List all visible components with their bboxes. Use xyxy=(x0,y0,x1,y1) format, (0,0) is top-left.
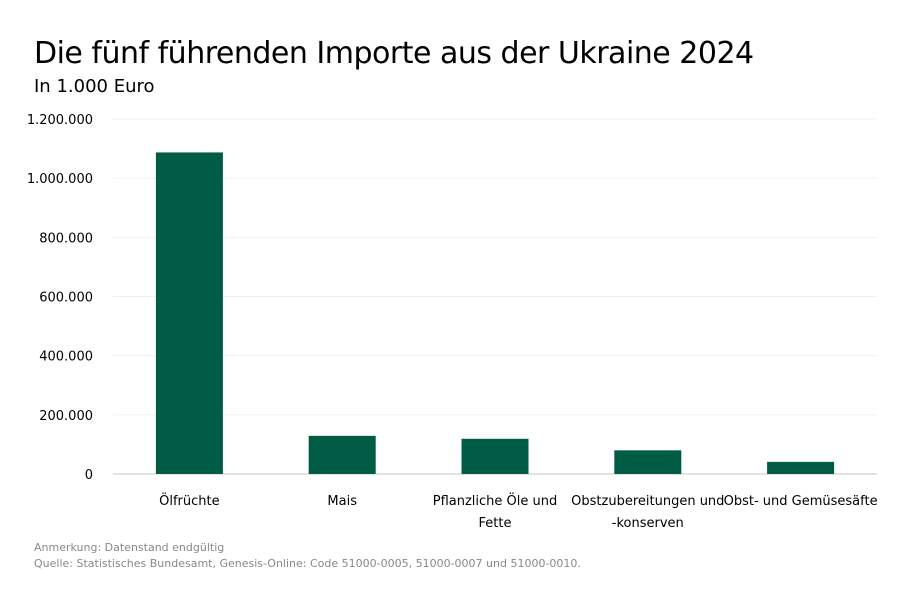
y-tick-label: 600.000 xyxy=(39,291,93,306)
y-tick-label: 200.000 xyxy=(39,409,93,424)
x-tick-label: Pflanzliche Öle und xyxy=(433,492,558,509)
bar xyxy=(155,152,223,474)
x-tick-label: Obstzubereitungen und xyxy=(571,494,724,509)
y-tick-label: 1.000.000 xyxy=(27,172,93,187)
y-tick-label: 1.200.000 xyxy=(27,113,93,128)
x-tick-label: Mais xyxy=(327,494,357,509)
y-tick-label: 400.000 xyxy=(39,350,93,365)
x-tick-label: Ölfrüchte xyxy=(159,492,220,509)
x-tick-label: -konserven xyxy=(612,516,684,531)
bar xyxy=(461,438,529,474)
bar xyxy=(767,461,835,474)
chart-title: Die fünf führenden Importe aus der Ukrai… xyxy=(34,36,754,71)
y-tick-label: 800.000 xyxy=(39,231,93,246)
x-tick-label: Obst- und Gemüsesäfte xyxy=(724,494,878,509)
bar xyxy=(614,450,682,474)
source-note: Quelle: Statistisches Bundesamt, Genesis… xyxy=(34,557,581,570)
y-tick-label: 0 xyxy=(85,468,93,483)
chart-subtitle: In 1.000 Euro xyxy=(34,76,155,97)
remark-note: Anmerkung: Datenstand endgültig xyxy=(34,541,225,554)
x-tick-label: Fette xyxy=(479,516,512,531)
bar xyxy=(308,435,376,474)
